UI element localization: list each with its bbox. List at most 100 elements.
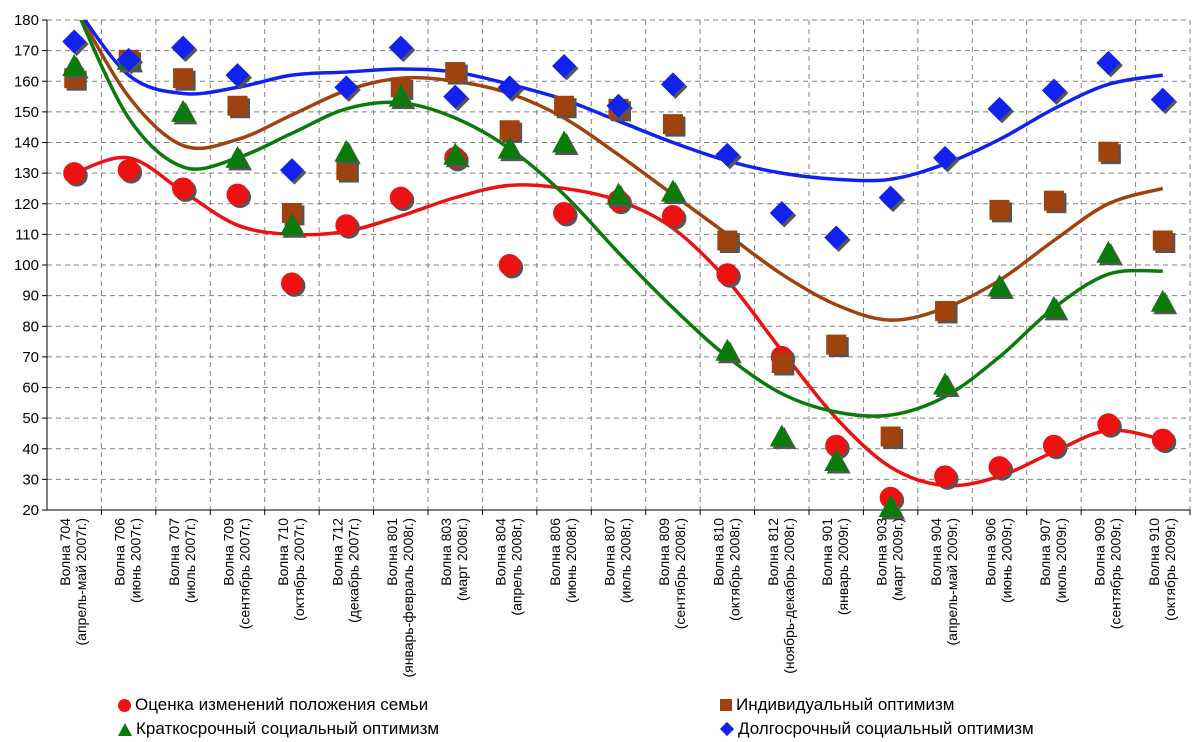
y-tick-label: 110	[15, 226, 39, 243]
data-point	[335, 214, 358, 237]
x-tick-label: Волна 710(октябрь 2007г.)	[275, 518, 307, 621]
data-point	[226, 183, 249, 206]
x-tick-label: Волна 906(июнь 2009г.)	[983, 518, 1015, 603]
x-tick-label-text: Волна 804(апрель 2008г.)	[493, 518, 525, 616]
data-point	[334, 75, 359, 100]
x-tick-label-line: Волна 801	[384, 518, 400, 586]
y-tick-label: 30	[22, 471, 39, 488]
data-point	[117, 159, 140, 182]
x-tick-label-line: Волна 704	[57, 518, 73, 586]
data-point	[660, 179, 685, 202]
data-point	[552, 130, 577, 153]
data-point	[279, 213, 304, 236]
data-point	[935, 300, 956, 321]
x-tick-label-line: Волна 904	[928, 518, 944, 586]
data-point	[878, 185, 903, 210]
data-point	[988, 456, 1011, 479]
data-point	[933, 372, 958, 395]
x-tick-label-line: (октябрь 2008г.)	[726, 518, 742, 621]
x-tick-label-text: Волна 903(март 2009г.)	[874, 518, 906, 601]
x-tick-label-line: (июнь 2009г.)	[999, 518, 1015, 603]
data-point	[554, 95, 575, 116]
data-point	[499, 120, 520, 141]
data-point	[445, 62, 466, 83]
x-tick-label-text: Волна 909(сентябрь 2009г.)	[1091, 518, 1123, 629]
x-tick-label: Волна 712(декабрь 2007г.)	[329, 518, 361, 623]
x-tick-label-text: Волна 801(январь-февраль 2008г.)	[384, 518, 416, 678]
data-point	[661, 205, 684, 227]
x-tick-label-line: Волна 710	[275, 518, 291, 586]
x-tick-label-line: Волна 804	[493, 518, 509, 586]
data-point	[987, 274, 1012, 297]
data-point	[662, 114, 683, 135]
axes	[42, 19, 1191, 515]
x-tick-label-line: Волна 903	[874, 518, 890, 586]
x-tick-label: Волна 909(сентябрь 2009г.)	[1091, 518, 1123, 629]
data-point	[553, 201, 576, 224]
data-point	[1096, 50, 1121, 75]
x-tick-label-text: Волна 812(ноябрь-декабрь 2008г.)	[765, 518, 797, 674]
x-tick-label-line: (апрель-май 2009г.)	[944, 518, 960, 645]
x-tick-label-line: Волна 909	[1091, 518, 1107, 586]
x-tick-label-text: Волна 706(июнь 2007г.)	[112, 518, 144, 603]
y-tick-label: 90	[22, 288, 39, 305]
data-point	[1096, 240, 1121, 263]
data-point	[334, 139, 359, 162]
x-tick-label-text: Волна 807(июль 2008г.)	[602, 518, 634, 603]
x-tick-label-text: Волна 712(декабрь 2007г.)	[329, 518, 361, 623]
data-point	[1098, 141, 1119, 162]
data-point	[498, 254, 521, 276]
x-tick-label-line: (апрель 2008г.)	[509, 518, 525, 616]
x-tick-label: Волна 706(июнь 2007г.)	[112, 518, 144, 603]
data-point	[716, 263, 739, 286]
trendline	[80, 20, 1164, 322]
x-tick-label-line: (январь-февраль 2008г.)	[400, 518, 416, 678]
data-point	[171, 99, 196, 122]
y-tick-label: 100	[14, 257, 39, 274]
x-tick-label-line: Волна 709	[221, 518, 237, 586]
data-point	[987, 96, 1012, 121]
data-point	[62, 53, 87, 76]
data-point	[389, 186, 412, 209]
data-point	[388, 35, 413, 60]
y-axis-ticks: 20 30 40 50 60 70 80 90 100 110 120 130 140 150 160 170…	[14, 12, 39, 519]
data-point	[1150, 289, 1175, 312]
data-point	[552, 53, 577, 78]
x-tick-label-line: (ноябрь-декабрь 2008г.)	[781, 518, 797, 674]
data-point	[715, 142, 740, 167]
data-point	[769, 424, 794, 447]
x-tick-label-text: Волна 901(январь 2009г.)	[819, 518, 851, 615]
data-point	[769, 200, 794, 225]
data-point	[173, 68, 194, 89]
data-points	[62, 29, 1178, 520]
data-point	[497, 136, 522, 159]
x-tick-label: Волна 901(январь 2009г.)	[819, 518, 851, 615]
x-tick-label-line: (март 2008г.)	[454, 518, 470, 601]
data-point	[443, 84, 468, 109]
data-point	[280, 272, 303, 295]
x-tick-label-text: Волна 904(апрель-май 2009г.)	[928, 518, 960, 646]
y-tick-label: 120	[14, 196, 39, 213]
data-point	[717, 230, 738, 251]
x-tick-label-line: (сентябрь 2008г.)	[672, 518, 688, 629]
x-tick-label-line: Волна 803	[438, 518, 454, 586]
data-point	[606, 182, 631, 205]
data-point	[660, 72, 685, 97]
x-tick-label-line: (октябрь 2007г.)	[291, 518, 307, 621]
data-point	[825, 434, 848, 457]
x-tick-label-line: Волна 809	[656, 518, 672, 586]
x-tick-label-line: Волна 707	[166, 518, 182, 586]
x-tick-label-line: (сентябрь 2009г.)	[1107, 518, 1123, 629]
x-tick-label-line: (июль 2007г.)	[182, 518, 198, 603]
data-point	[1151, 428, 1174, 451]
x-tick-label: Волна 806(июнь 2008г.)	[547, 518, 579, 603]
x-tick-label-line: Волна 806	[547, 518, 563, 586]
data-point	[497, 75, 522, 100]
data-point	[878, 494, 903, 517]
x-tick-label-text: Волна 907(июль 2009г.)	[1037, 518, 1069, 603]
y-tick-label: 40	[22, 441, 39, 458]
y-tick-label: 130	[14, 165, 39, 182]
data-point	[388, 84, 413, 107]
x-tick-label-line: (октябрь 2009г.)	[1162, 518, 1178, 621]
y-tick-label: 160	[14, 73, 39, 90]
